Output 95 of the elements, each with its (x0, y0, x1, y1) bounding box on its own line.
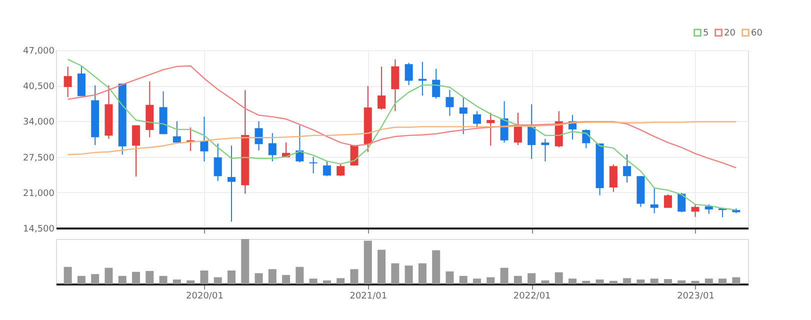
bar (732, 277, 740, 284)
y-tick-label: 27,500 (23, 153, 55, 164)
bar (77, 276, 86, 284)
bar (118, 276, 126, 284)
bar (446, 271, 454, 284)
candlestick (336, 163, 345, 177)
candlestick (172, 120, 181, 144)
bar (623, 278, 632, 284)
candlestick (528, 104, 536, 160)
candlestick (650, 188, 658, 214)
candlestick (541, 138, 550, 162)
bar (200, 270, 208, 284)
bar (282, 275, 290, 284)
bar (691, 280, 700, 284)
x-tick-label: 2021/01 (350, 292, 388, 302)
bar (378, 250, 386, 284)
candlestick (132, 124, 140, 177)
bar (718, 278, 727, 284)
legend-label: 20 (724, 28, 736, 39)
bar (309, 278, 318, 284)
candlestick (309, 156, 318, 174)
candlestick (678, 192, 686, 213)
candlestick (664, 194, 672, 208)
y-tick-label: 21,000 (23, 188, 55, 199)
candlestick (486, 112, 495, 146)
candlestick (322, 160, 331, 177)
candlestick (446, 89, 454, 116)
y-tick-label: 14,500 (23, 224, 55, 234)
bar (636, 280, 645, 284)
bar (391, 263, 400, 284)
bar (432, 250, 440, 284)
bar (418, 263, 426, 284)
candlestick (214, 143, 222, 182)
x-tick-label: 2020/01 (186, 292, 224, 302)
candlestick (254, 120, 263, 151)
bar (541, 280, 550, 284)
bar (104, 268, 113, 284)
candlestick (391, 58, 400, 112)
candlestick (432, 68, 440, 100)
bar (514, 276, 522, 284)
bar (91, 274, 100, 284)
candlestick (609, 164, 618, 192)
candlestick (228, 145, 236, 222)
bar (241, 239, 250, 284)
candlestick (704, 204, 713, 214)
candlestick (200, 116, 208, 162)
y-tick-label: 40,500 (23, 82, 55, 92)
bar (228, 270, 236, 284)
candlestick (691, 204, 700, 218)
bar (254, 273, 263, 284)
bar (214, 277, 222, 284)
bar (473, 278, 482, 284)
bar (64, 266, 72, 284)
candlestick (514, 112, 522, 146)
bar (500, 268, 508, 284)
bar (459, 276, 468, 284)
candlestick (77, 66, 86, 97)
candlestick (473, 110, 482, 128)
bar (296, 266, 304, 284)
bar (596, 280, 604, 284)
candlestick (623, 154, 632, 183)
y-tick-label: 47,000 (23, 46, 55, 56)
candlestick (459, 97, 468, 135)
bar (528, 273, 536, 284)
bar (146, 270, 154, 284)
candlestick (404, 62, 413, 86)
y-tick-label: 34,000 (23, 118, 55, 128)
legend-label: 5 (703, 28, 709, 39)
bar (364, 240, 372, 284)
candlestick (268, 132, 276, 162)
bar (554, 272, 563, 284)
x-tick-label: 2023/01 (677, 292, 714, 302)
bar (582, 280, 590, 284)
candlestick (378, 66, 386, 110)
bar (664, 279, 672, 284)
candlestick (418, 61, 426, 96)
bar (678, 280, 686, 284)
bar (186, 280, 195, 284)
bar (159, 276, 168, 284)
candlestick (64, 66, 72, 98)
bar (650, 278, 658, 284)
bar (268, 269, 276, 284)
bar (609, 280, 618, 284)
x-tick-label: 2022/01 (513, 292, 551, 302)
bar (322, 280, 331, 284)
legend-label: 60 (751, 28, 763, 39)
bar (704, 278, 713, 284)
bar (336, 278, 345, 284)
bar (486, 277, 495, 284)
bar (172, 280, 181, 284)
bar (404, 266, 413, 284)
bar (568, 278, 576, 284)
bar (350, 269, 358, 284)
line-series (67, 65, 737, 168)
bar (132, 272, 140, 284)
